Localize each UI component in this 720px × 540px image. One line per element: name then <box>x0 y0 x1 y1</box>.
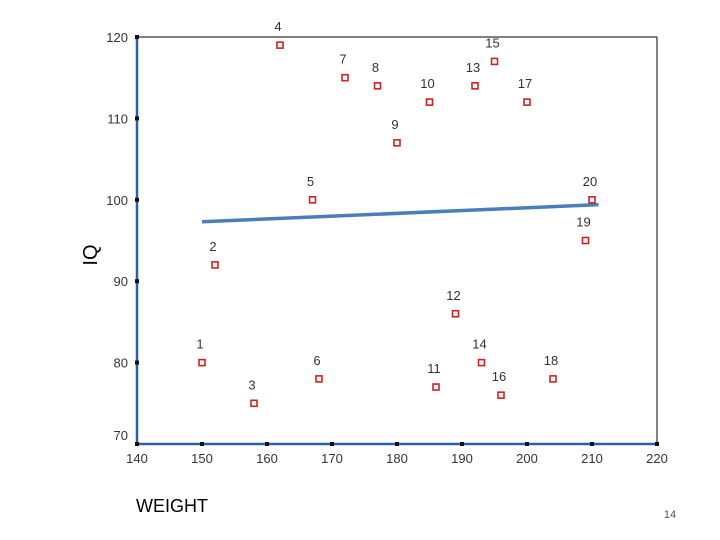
data-point <box>471 82 479 90</box>
x-tick-mark <box>655 442 659 446</box>
x-tick-label: 190 <box>451 451 473 466</box>
y-tick-label: 100 <box>106 193 128 208</box>
point-label: 16 <box>492 369 506 384</box>
point-label: 20 <box>583 174 597 189</box>
data-point <box>497 391 505 399</box>
x-tick-label: 180 <box>386 451 408 466</box>
slide-number: 14 <box>664 509 676 521</box>
data-point <box>588 196 596 204</box>
y-tick-label: 110 <box>107 111 128 126</box>
data-point <box>425 98 434 106</box>
y-tick-mark <box>135 360 139 365</box>
x-tick-mark <box>330 442 334 446</box>
data-point <box>373 82 382 90</box>
data-point <box>198 358 206 367</box>
y-tick-label: 80 <box>114 356 128 371</box>
y-tick-mark <box>135 197 139 202</box>
axes <box>135 36 658 446</box>
point-label: 19 <box>576 215 590 230</box>
x-tick-label: 170 <box>321 451 343 466</box>
x-tick-label: 150 <box>191 451 213 466</box>
point-label: 15 <box>485 35 499 50</box>
point-label: 11 <box>427 361 441 376</box>
data-point <box>250 399 258 408</box>
point-label: 2 <box>209 239 216 254</box>
data-point <box>276 41 284 49</box>
data-point <box>451 309 460 318</box>
x-tick-label: 220 <box>646 451 668 466</box>
x-tick-mark <box>200 442 204 446</box>
data-point <box>211 261 219 269</box>
data-point <box>341 73 349 82</box>
x-tick-label: 140 <box>126 451 148 466</box>
point-label: 7 <box>339 52 346 67</box>
x-tick-label: 160 <box>256 451 278 466</box>
x-tick-mark <box>265 442 269 446</box>
data-point <box>581 236 590 245</box>
point-label: 14 <box>472 337 486 352</box>
data-point <box>315 375 323 383</box>
x-tick-label: 210 <box>581 451 603 466</box>
point-label: 10 <box>420 76 434 91</box>
x-ticks: 140 150 160 170 180 190 200 210 220 <box>126 442 668 466</box>
data-point <box>308 196 317 204</box>
point-label: 3 <box>248 377 255 392</box>
x-tick-mark <box>460 442 464 446</box>
point-label: 1 <box>196 337 203 352</box>
point-label: 8 <box>372 60 379 75</box>
data-point <box>393 139 401 147</box>
point-label: 17 <box>518 76 532 91</box>
data-point <box>549 375 557 383</box>
fit-line-group <box>201 202 599 224</box>
point-label: 9 <box>391 117 398 132</box>
point-label: 5 <box>307 174 314 189</box>
y-tick-mark <box>135 35 139 39</box>
y-tick-mark <box>135 279 139 284</box>
point-label: 13 <box>466 60 480 75</box>
x-tick-mark <box>135 442 139 446</box>
y-ticks: 70 80 90 100 110 120 <box>106 30 139 443</box>
x-tick-mark <box>525 442 529 446</box>
data-point <box>490 57 499 66</box>
fit-line <box>201 202 599 224</box>
x-tick-label: 200 <box>516 451 538 466</box>
point-label: 18 <box>544 353 558 368</box>
point-label: 12 <box>446 288 460 303</box>
point-label: 4 <box>274 19 281 34</box>
y-tick-label: 120 <box>106 30 128 45</box>
data-point <box>477 358 486 367</box>
data-point <box>523 98 531 106</box>
y-axis-title: IQ <box>80 244 102 265</box>
x-tick-mark <box>590 442 594 446</box>
point-label: 6 <box>313 353 320 368</box>
x-axis-title: WEIGHT <box>136 496 208 516</box>
x-tick-mark <box>395 442 399 446</box>
y-tick-mark <box>135 116 139 121</box>
y-tick-label: 90 <box>114 274 128 289</box>
y-tick-label: 70 <box>114 428 128 443</box>
data-point <box>432 383 440 391</box>
